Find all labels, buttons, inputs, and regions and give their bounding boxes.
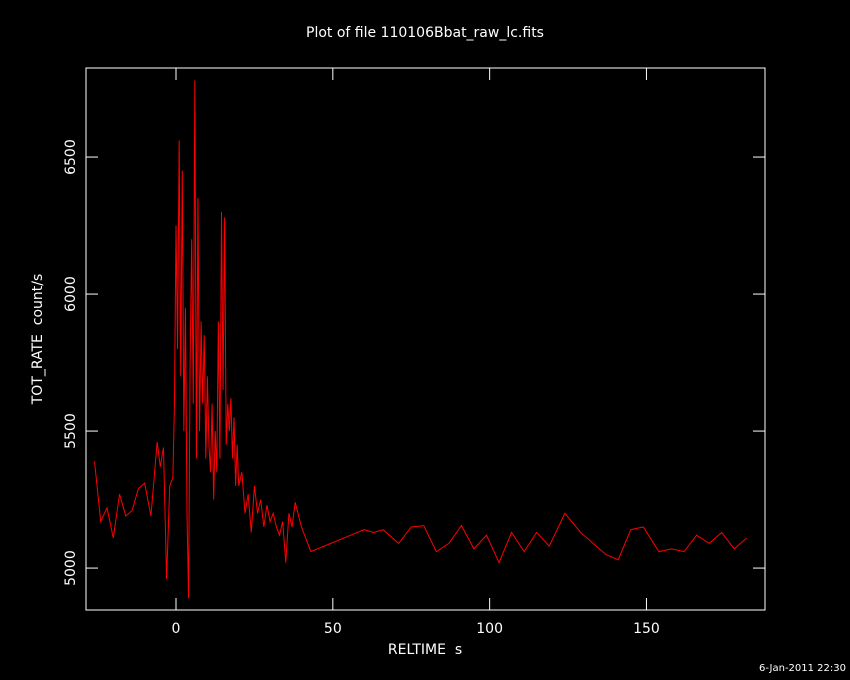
y-axis-label: TOT_RATE count/s: [30, 274, 46, 406]
x-tick-label: 50: [324, 621, 342, 637]
chart-title: Plot of file 110106Bbat_raw_lc.fits: [306, 25, 544, 41]
y-tick-label: 6500: [63, 139, 79, 175]
x-tick-label: 0: [172, 621, 181, 637]
x-tick-label: 150: [633, 621, 660, 637]
data-line: [93, 80, 748, 599]
timestamp: 6-Jan-2011 22:30: [759, 663, 846, 674]
plot-frame: [85, 67, 766, 611]
x-axis-label: RELTIME s: [388, 642, 462, 658]
x-tick-label: 100: [476, 621, 503, 637]
y-tick-label: 5000: [63, 550, 79, 586]
y-tick-label: 6000: [63, 276, 79, 312]
y-tick-label: 5500: [63, 413, 79, 449]
